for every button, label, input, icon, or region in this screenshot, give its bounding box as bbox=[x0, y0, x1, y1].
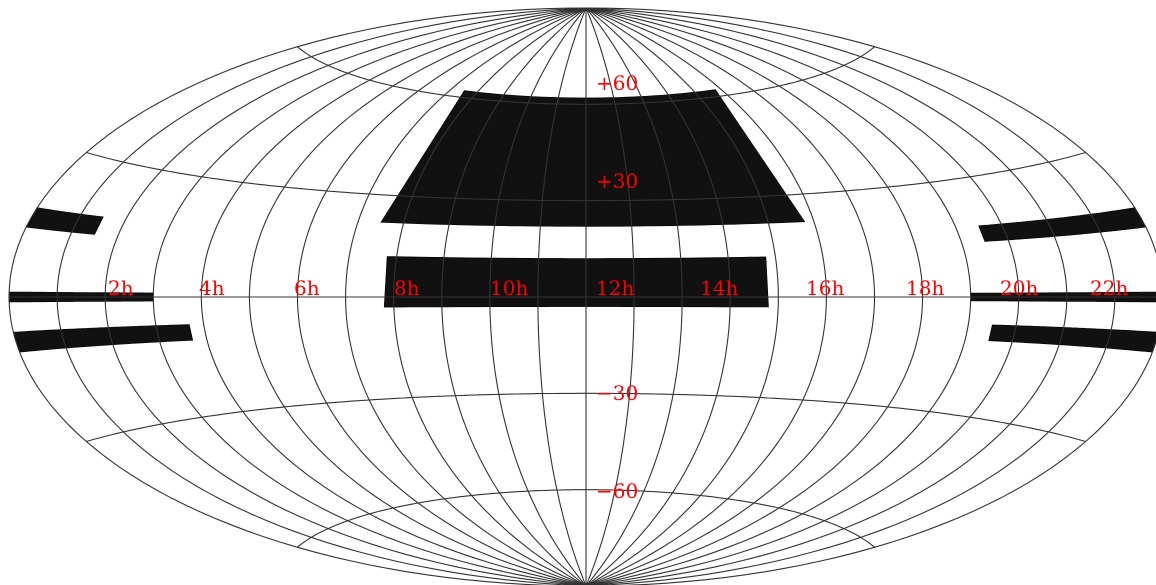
ra-label-16h: 16h bbox=[806, 276, 844, 300]
ra-label-2h: 2h bbox=[108, 276, 134, 300]
ra-label-8h: 8h bbox=[394, 276, 420, 300]
dec-labels: +60 +30 −30 −60 bbox=[596, 71, 638, 503]
ra-label-18h: 18h bbox=[906, 276, 944, 300]
ra-label-22h: 22h bbox=[1090, 276, 1128, 300]
parallel-plus-30 bbox=[86, 151, 1086, 202]
dec-label-minus-60: −60 bbox=[596, 479, 638, 503]
footprint-wrap-stripe-south-1 bbox=[988, 324, 1156, 353]
footprint-wrap-stripe-south-2 bbox=[12, 324, 194, 353]
ra-label-10h: 10h bbox=[490, 276, 528, 300]
dec-label-plus-30: +30 bbox=[596, 169, 638, 193]
footprint-wrap-stripe-north-2 bbox=[25, 207, 104, 235]
parallel-minus-60 bbox=[297, 489, 875, 548]
footprint-north-cap bbox=[380, 89, 806, 227]
ra-label-4h: 4h bbox=[199, 276, 225, 300]
coordinate-grid bbox=[8, 7, 1156, 585]
dec-label-plus-60: +60 bbox=[596, 71, 638, 95]
dec-label-minus-30: −30 bbox=[596, 381, 638, 405]
footprint-wrap-stripe-north-1 bbox=[978, 207, 1147, 242]
ra-labels: 2h 4h 6h 8h 10h 12h 14h 16h 18h 20h 22h bbox=[108, 276, 1128, 300]
ra-label-12h: 12h bbox=[596, 276, 634, 300]
parallel-plus-60 bbox=[297, 46, 875, 105]
ra-label-14h: 14h bbox=[700, 276, 738, 300]
ra-label-6h: 6h bbox=[294, 276, 320, 300]
ra-label-20h: 20h bbox=[1000, 276, 1038, 300]
parallel-minus-30 bbox=[86, 392, 1086, 443]
survey-footprints bbox=[8, 89, 1156, 353]
footprint-equatorial-stripe bbox=[383, 256, 769, 308]
